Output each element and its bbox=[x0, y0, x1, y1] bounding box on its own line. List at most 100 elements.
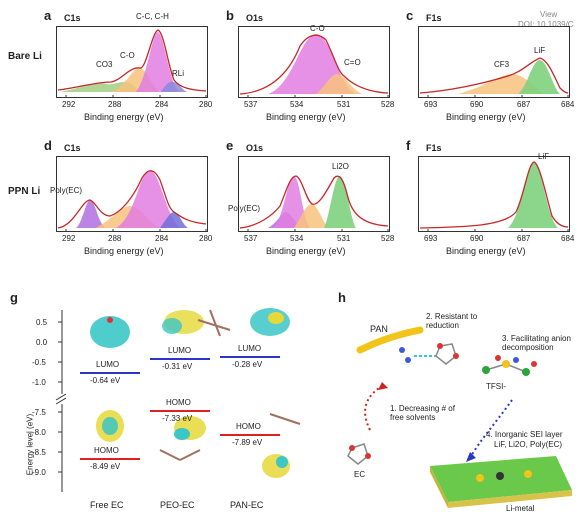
xps-plot-a bbox=[56, 26, 208, 98]
tick-label: -8.0 bbox=[32, 428, 46, 437]
homo-value: -7.89 eV bbox=[232, 438, 263, 447]
panel-letter: a bbox=[44, 8, 52, 23]
tick-label: 693 bbox=[424, 100, 438, 109]
panel-letter: e bbox=[226, 138, 234, 153]
tick-label: 693 bbox=[424, 234, 438, 243]
peak-label: CF3 bbox=[494, 60, 510, 69]
panel-b: b O1s C-O C=O 537 534 531 528 Binding en… bbox=[226, 8, 396, 128]
tick-label: 528 bbox=[381, 234, 395, 243]
panel-title: F1s bbox=[426, 143, 442, 153]
tick-label: 684 bbox=[561, 234, 575, 243]
xps-plot-d bbox=[56, 156, 208, 232]
homo-label: HOMO bbox=[236, 422, 261, 431]
tick-label: 0.5 bbox=[36, 318, 48, 327]
x-axis-label: Binding energy (eV) bbox=[266, 112, 346, 122]
panel-title: C1s bbox=[64, 13, 81, 23]
tick-label: 292 bbox=[62, 100, 76, 109]
tick-label: 288 bbox=[108, 234, 122, 243]
step-4-sub-label: LiF, Li2O, Poly(EC) bbox=[494, 440, 563, 449]
panel-title: O1s bbox=[246, 143, 264, 153]
tick-label: -0.5 bbox=[32, 358, 46, 367]
peak-label: C-O bbox=[310, 24, 325, 33]
x-axis-label: Binding energy (eV) bbox=[84, 246, 164, 256]
panel-c: c F1s CF3 LiF 693 690 687 684 Binding en… bbox=[406, 8, 576, 128]
tick-label: 284 bbox=[155, 100, 169, 109]
x-axis-label: Binding energy (eV) bbox=[446, 246, 526, 256]
tick-label: 690 bbox=[470, 234, 484, 243]
step-1-label: 1. Decreasing # of free solvents bbox=[390, 404, 455, 422]
peak-label: CO3 bbox=[96, 60, 113, 69]
tick-label: 534 bbox=[290, 234, 304, 243]
tick-label: 280 bbox=[199, 234, 213, 243]
lumo-level-free-ec bbox=[80, 372, 140, 374]
peak-label: Li2O bbox=[332, 162, 349, 171]
tick-label: -9.0 bbox=[32, 468, 46, 477]
x-axis-label: Binding energy (eV) bbox=[446, 112, 526, 122]
ec-label: EC bbox=[354, 470, 366, 479]
panel-letter: d bbox=[44, 138, 52, 153]
lumo-level-peo-ec bbox=[150, 358, 210, 360]
orbital-images bbox=[90, 308, 301, 478]
column-label: Free EC bbox=[90, 500, 124, 510]
peak-label: RLi bbox=[172, 69, 185, 78]
lumo-value: -0.64 eV bbox=[90, 376, 121, 385]
xps-plot-b bbox=[238, 26, 390, 98]
tick-label: 537 bbox=[244, 100, 258, 109]
tick-label: 687 bbox=[517, 234, 531, 243]
peak-label: Poly(EC) bbox=[228, 204, 261, 213]
homo-label: HOMO bbox=[166, 398, 191, 407]
xps-plot-c bbox=[418, 26, 570, 98]
homo-level-free-ec bbox=[80, 458, 140, 460]
tick-label: 684 bbox=[561, 100, 575, 109]
peak-label: C-O bbox=[120, 51, 135, 60]
lumo-label: LUMO bbox=[168, 346, 192, 355]
tick-label: 534 bbox=[290, 100, 304, 109]
lumo-label: LUMO bbox=[238, 344, 262, 353]
panel-letter: f bbox=[406, 138, 411, 153]
panel-g: g 0.5 0.0 -0.5 -1.0 -7.5 -8.0 -8.5 -9.0 … bbox=[10, 290, 310, 516]
step-4-label: 4. Inorganic SEI layer bbox=[486, 430, 563, 439]
lumo-value: -0.28 eV bbox=[232, 360, 263, 369]
panel-title: O1s bbox=[246, 13, 264, 23]
tick-label: 284 bbox=[155, 234, 169, 243]
tick-label: 0.0 bbox=[36, 338, 48, 347]
tick-label: 531 bbox=[337, 100, 351, 109]
panel-e: e O1s Li2O Poly(EC) 537 534 531 528 Bind… bbox=[226, 138, 396, 260]
peak-label: C-C, C-H bbox=[136, 12, 169, 21]
tick-label: 528 bbox=[381, 100, 395, 109]
homo-level-peo-ec bbox=[150, 410, 210, 412]
tick-label: 288 bbox=[108, 100, 122, 109]
step-2-label: 2. Resistant to reduction bbox=[426, 312, 478, 330]
panel-d: d C1s Poly(EC) 292 288 284 280 Binding e… bbox=[44, 138, 214, 260]
panel-letter: g bbox=[10, 290, 18, 305]
homo-level-pan-ec bbox=[220, 434, 280, 436]
peak-label: LiF bbox=[534, 46, 546, 55]
y-axis-label: Energy level (eV) bbox=[25, 413, 35, 476]
homo-value: -8.49 eV bbox=[90, 462, 121, 471]
energy-axis bbox=[55, 310, 66, 492]
xps-plot-f bbox=[418, 156, 570, 232]
panel-letter: c bbox=[406, 8, 414, 23]
li-metal-label: Li-metal bbox=[506, 504, 535, 513]
x-axis-label: Binding energy (eV) bbox=[84, 112, 164, 122]
x-axis-label: Binding energy (eV) bbox=[266, 246, 346, 256]
tick-label: -7.5 bbox=[32, 408, 46, 417]
tick-label: 531 bbox=[337, 234, 351, 243]
tick-label: 690 bbox=[470, 100, 484, 109]
lumo-label: LUMO bbox=[96, 360, 120, 369]
column-label: PEO-EC bbox=[160, 500, 195, 510]
row-label-ppn: PPN Li bbox=[8, 186, 41, 197]
tick-label: 537 bbox=[244, 234, 258, 243]
peak-label: C=O bbox=[344, 58, 361, 67]
row-label-bare: Bare Li bbox=[8, 51, 42, 62]
panel-title: F1s bbox=[426, 13, 442, 23]
panel-f: f F1s LiF 693 690 687 684 Binding energy… bbox=[406, 138, 576, 260]
tick-label: 292 bbox=[62, 234, 76, 243]
panel-h: h PAN 2. Resistant to reduction 3. Facil… bbox=[330, 290, 578, 516]
panel-letter: h bbox=[338, 290, 346, 305]
tfsi-label: TFSI- bbox=[486, 382, 506, 391]
step-3-label: 3. Facilitating anion decomposition bbox=[502, 334, 571, 352]
panel-a: a C1s CO3 C-O C-C, C-H RLi 292 288 284 2… bbox=[44, 8, 214, 128]
watermark-doi: DOI: 10.1039/C bbox=[518, 20, 574, 29]
panel-title: C1s bbox=[64, 143, 81, 153]
